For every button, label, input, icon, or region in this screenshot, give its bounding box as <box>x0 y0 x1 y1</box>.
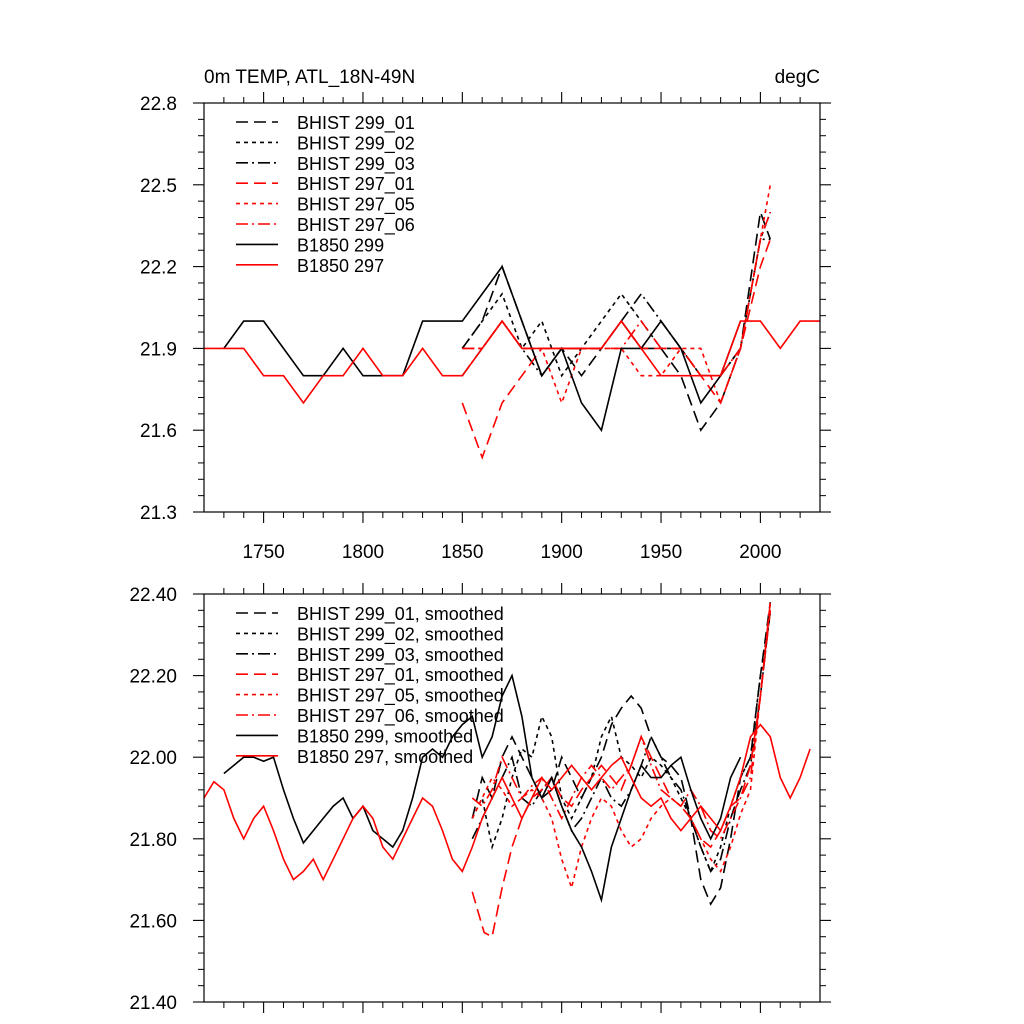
panel-title: 0m TEMP, ATL_18N-49N <box>204 67 415 88</box>
series-line-0-2 <box>461 238 771 378</box>
legend-label: BHIST 297_01, smoothed <box>297 665 504 686</box>
legend-label: B1850 297 <box>297 256 384 276</box>
y-tick-label: 21.6 <box>140 421 177 442</box>
y-tick-label: 22.8 <box>140 94 177 115</box>
series-line-1-7 <box>204 723 811 882</box>
series-line-0-0 <box>461 211 772 432</box>
y-tick-label: 22.2 <box>140 258 177 279</box>
legend-label: BHIST 299_02, smoothed <box>297 624 504 645</box>
legend-label: BHIST 297_06 <box>297 215 415 236</box>
x-tick-label: 1950 <box>640 542 682 563</box>
series-line-0-1 <box>461 211 772 378</box>
x-tick-label: 1800 <box>342 542 384 563</box>
legend-label: BHIST 297_06, smoothed <box>297 706 504 727</box>
legend-label: BHIST 297_05, smoothed <box>297 686 504 707</box>
top-panel: 0m TEMP, ATL_18N-49N degC 21.3 21.6 21.9 22… <box>140 67 831 563</box>
legend-label: BHIST 299_03, smoothed <box>297 645 504 666</box>
units-label: degC <box>775 67 820 88</box>
legend-label: BHIST 299_01 <box>297 113 415 134</box>
x-tick-label: 1850 <box>441 542 483 563</box>
series-line-0-7 <box>204 319 820 405</box>
series-line-1-5 <box>471 610 772 841</box>
y-tick-label: 21.9 <box>140 339 177 360</box>
y-tick-label: 22.20 <box>129 667 177 688</box>
bottom-panel: 21.40 21.60 21.80 22.00 22.20 22.40 BHIST 299_… <box>129 583 831 1014</box>
series-line-1-6 <box>223 673 742 904</box>
x-tick-label: 1900 <box>541 542 583 563</box>
plot-frame <box>203 102 821 513</box>
legend-label: BHIST 297_01 <box>297 174 415 195</box>
series-line-1-3 <box>471 602 772 938</box>
legend-label: B1850 299, smoothed <box>297 726 473 746</box>
legend-label: B1850 299 <box>297 235 384 255</box>
plot-frame <box>203 593 821 1003</box>
y-tick-label: 21.40 <box>129 993 177 1014</box>
x-tick-label: 1750 <box>242 542 284 563</box>
y-tick-label: 22.00 <box>129 748 177 769</box>
legend-label: BHIST 299_02 <box>297 133 415 154</box>
series-line-0-6 <box>223 264 742 433</box>
legend-label: BHIST 297_05 <box>297 195 415 216</box>
legend-label: B1850 297, smoothed <box>297 747 473 767</box>
y-tick-label: 21.3 <box>140 503 177 524</box>
y-tick-label: 21.80 <box>129 830 177 851</box>
series-line-1-2 <box>471 610 772 873</box>
series-line-1-4 <box>471 602 772 891</box>
y-tick-label: 22.40 <box>129 585 177 606</box>
series-line-0-5 <box>462 211 772 377</box>
series-line-1-1 <box>471 614 772 874</box>
legend-label: BHIST 299_01, smoothed <box>297 604 504 625</box>
y-tick-label: 22.5 <box>140 176 177 197</box>
legend-label: BHIST 299_03 <box>297 154 415 175</box>
series-line-1-0 <box>471 602 772 906</box>
y-tick-label: 21.60 <box>129 911 177 932</box>
x-tick-label: 2000 <box>739 542 781 563</box>
